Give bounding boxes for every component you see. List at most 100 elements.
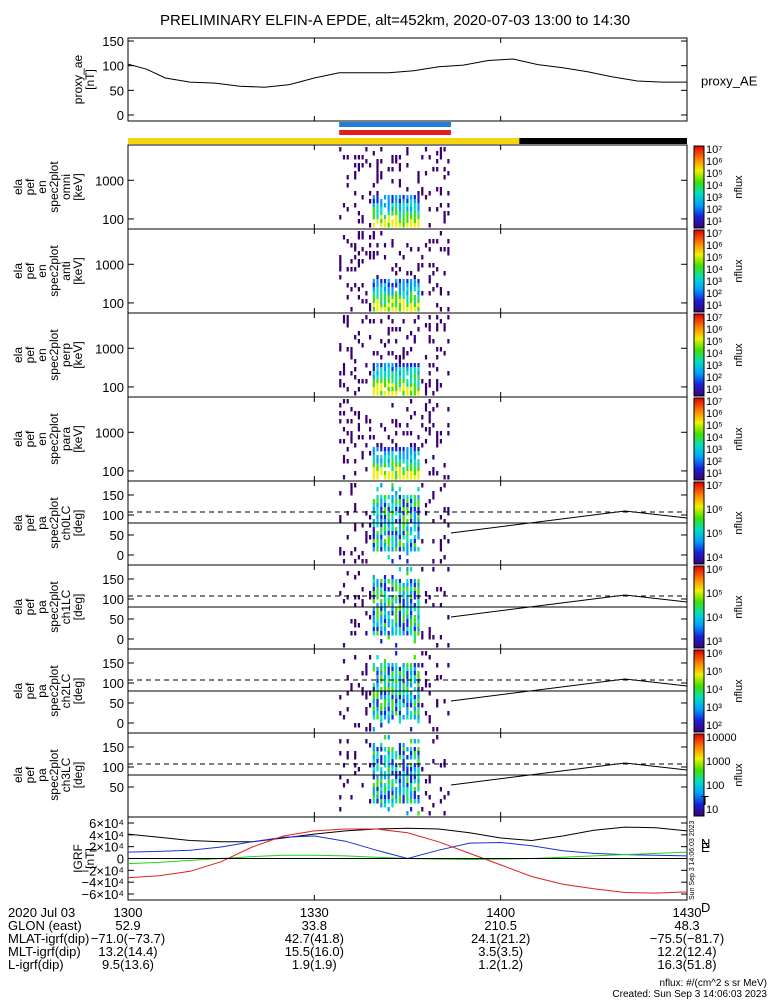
spec-cell-ch1LC bbox=[406, 583, 409, 588]
spec-cell-ch3LC bbox=[380, 767, 383, 772]
spec-cell-anti bbox=[432, 271, 435, 276]
spec-cell-ch1LC bbox=[417, 583, 420, 588]
spec-cell-perp bbox=[376, 383, 379, 388]
spec-cell-anti bbox=[402, 299, 405, 304]
spec-cell-ch2LC bbox=[398, 691, 401, 696]
spec-cell-ch3LC bbox=[376, 767, 379, 772]
spec-cell-ch2LC bbox=[372, 711, 375, 716]
spec-cell-ch2LC bbox=[391, 679, 394, 684]
spec-cell-ch2LC bbox=[395, 675, 398, 680]
spec-cell-anti bbox=[365, 251, 368, 256]
spec-cell-para bbox=[376, 471, 379, 476]
spec-cell-omni bbox=[383, 203, 387, 208]
spec-cell-omni bbox=[424, 195, 428, 200]
spec-cell-ch2LC bbox=[380, 707, 383, 712]
spec-cell-ch1LC bbox=[402, 587, 405, 592]
spec-cell-ch3LC bbox=[406, 747, 409, 752]
spec-cell-ch0LC bbox=[398, 511, 401, 516]
spec-cell-ch0LC bbox=[376, 499, 379, 504]
spec-cell-ch0LC bbox=[417, 519, 420, 524]
spec-cell-ch1LC bbox=[380, 583, 383, 588]
spec-cell-ch3LC bbox=[365, 739, 368, 744]
spec-cell-anti bbox=[402, 279, 405, 284]
spec-cell-perp bbox=[417, 379, 420, 384]
series-igrf-T bbox=[127, 826, 688, 843]
spec-cell-perp bbox=[372, 363, 375, 368]
spec-cell-perp bbox=[383, 363, 387, 368]
colorbar-title-omni: nflux bbox=[733, 175, 745, 199]
spec-cell-perp bbox=[372, 371, 375, 376]
spec-cell-ch2LC bbox=[376, 679, 379, 684]
spec-cell-para bbox=[376, 443, 379, 448]
ylabel-proxy_ae-1: [nT] bbox=[83, 69, 97, 90]
spec-cell-ch2LC bbox=[369, 691, 372, 696]
spec-cell-anti bbox=[391, 291, 394, 296]
spec-cell-perp bbox=[376, 371, 379, 376]
spec-cell-para bbox=[410, 399, 413, 404]
spec-cell-anti bbox=[346, 295, 349, 300]
ylabel-ch3LC-2: pa bbox=[35, 768, 49, 782]
spec-cell-anti bbox=[372, 295, 375, 300]
spec-cell-anti bbox=[383, 295, 387, 300]
spec-cell-omni bbox=[372, 211, 375, 216]
ylabel-ch0LC-3: spec2plot bbox=[47, 497, 61, 549]
spec-cell-ch0LC bbox=[380, 511, 383, 516]
yticklabel-para-1: 100 bbox=[102, 464, 124, 479]
spec-cell-perp bbox=[413, 387, 416, 392]
spec-cell-omni bbox=[361, 195, 364, 200]
spec-cell-ch0LC bbox=[380, 519, 383, 524]
spec-cell-ch0LC bbox=[398, 523, 401, 528]
spec-cell-anti bbox=[380, 231, 383, 236]
spec-cell-ch3LC bbox=[380, 803, 383, 808]
spec-cell-anti bbox=[402, 303, 405, 308]
spec-cell-ch3LC bbox=[432, 759, 435, 764]
spec-cell-ch1LC bbox=[413, 587, 416, 592]
spec-cell-anti bbox=[395, 299, 398, 304]
spec-cell-anti bbox=[387, 279, 390, 284]
spec-cell-ch2LC bbox=[395, 687, 398, 692]
spec-cell-ch1LC bbox=[380, 603, 383, 608]
spec-cell-ch0LC bbox=[383, 543, 387, 548]
spec-cell-ch1LC bbox=[402, 603, 405, 608]
spec-cell-ch2LC bbox=[376, 671, 379, 676]
spec-cell-perp bbox=[383, 391, 387, 396]
spec-cell-ch1LC bbox=[436, 587, 439, 592]
spec-cell-ch2LC bbox=[402, 691, 405, 696]
spec-cell-perp bbox=[406, 387, 409, 392]
spec-cell-ch2LC bbox=[387, 687, 390, 692]
spec-cell-ch3LC bbox=[387, 779, 390, 784]
spec-cell-ch2LC bbox=[380, 663, 383, 668]
spec-cell-ch0LC bbox=[413, 499, 416, 504]
spec-cell-ch2LC bbox=[436, 727, 439, 732]
spec-cell-para bbox=[417, 451, 420, 456]
spec-cell-para bbox=[391, 451, 394, 456]
spec-cell-para bbox=[432, 471, 435, 476]
spec-cell-ch3LC bbox=[391, 791, 394, 796]
ylabel-ch0LC-0: ela bbox=[11, 515, 25, 531]
spec-cell-ch2LC bbox=[402, 699, 405, 704]
spec-cell-ch2LC bbox=[380, 675, 383, 680]
spec-cell-ch2LC bbox=[383, 699, 387, 704]
spec-cell-para bbox=[402, 471, 405, 476]
spec-cell-ch3LC bbox=[376, 787, 379, 792]
spec-cell-ch3LC bbox=[395, 763, 398, 768]
spec-cell-omni bbox=[406, 207, 409, 212]
top-bar-blue bbox=[339, 122, 451, 127]
spec-cell-perp bbox=[428, 327, 431, 332]
spec-cell-perp bbox=[436, 379, 439, 384]
spec-cell-ch2LC bbox=[354, 723, 357, 728]
spec-cell-ch2LC bbox=[372, 687, 375, 692]
spec-cell-ch1LC bbox=[413, 595, 416, 600]
spec-cell-ch3LC bbox=[387, 783, 390, 788]
spec-cell-para bbox=[406, 455, 409, 460]
spec-cell-ch1LC bbox=[372, 619, 375, 624]
spec-cell-para bbox=[428, 415, 431, 420]
spec-cell-ch1LC bbox=[406, 603, 409, 608]
spec-cell-ch1LC bbox=[372, 615, 375, 620]
spec-cell-para bbox=[395, 443, 398, 448]
spec-cell-ch1LC bbox=[391, 575, 394, 580]
spec-cell-perp bbox=[424, 355, 428, 360]
spec-cell-ch0LC bbox=[410, 507, 413, 512]
spec-cell-omni bbox=[447, 159, 450, 164]
spec-cell-ch1LC bbox=[391, 611, 394, 616]
